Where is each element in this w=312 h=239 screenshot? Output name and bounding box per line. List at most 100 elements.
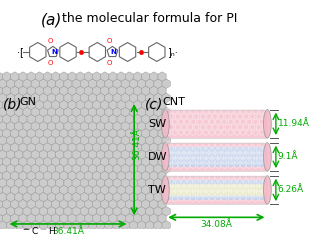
Polygon shape (51, 214, 60, 223)
Polygon shape (47, 107, 56, 117)
Polygon shape (15, 164, 23, 174)
Polygon shape (117, 199, 125, 209)
Polygon shape (27, 72, 35, 81)
Text: the molecular formula for PI: the molecular formula for PI (61, 12, 237, 25)
Polygon shape (15, 192, 23, 202)
Polygon shape (31, 136, 39, 145)
Polygon shape (97, 221, 105, 230)
Polygon shape (80, 136, 88, 145)
Polygon shape (97, 206, 105, 216)
Polygon shape (162, 79, 170, 88)
Polygon shape (142, 86, 150, 95)
Polygon shape (2, 171, 11, 180)
Polygon shape (0, 199, 2, 209)
Polygon shape (72, 107, 80, 117)
Polygon shape (51, 171, 60, 180)
Polygon shape (0, 93, 7, 103)
Text: 36.41Å: 36.41Å (133, 128, 141, 160)
Text: O: O (47, 38, 53, 44)
Polygon shape (35, 171, 43, 180)
Polygon shape (158, 185, 166, 195)
Polygon shape (15, 121, 23, 131)
Text: N: N (110, 49, 116, 55)
Polygon shape (60, 129, 68, 138)
Polygon shape (0, 192, 7, 202)
Polygon shape (11, 214, 19, 223)
Polygon shape (51, 129, 60, 138)
Polygon shape (129, 107, 138, 117)
Polygon shape (93, 100, 101, 110)
Polygon shape (134, 86, 142, 95)
Polygon shape (129, 121, 138, 131)
Polygon shape (125, 157, 134, 166)
Polygon shape (35, 185, 43, 195)
Polygon shape (162, 93, 170, 103)
Polygon shape (23, 178, 31, 188)
Polygon shape (51, 143, 60, 152)
Polygon shape (15, 107, 23, 117)
Polygon shape (31, 206, 39, 216)
Polygon shape (15, 93, 23, 103)
Polygon shape (19, 157, 27, 166)
Polygon shape (134, 114, 142, 124)
Polygon shape (43, 72, 51, 81)
Polygon shape (64, 164, 72, 174)
Polygon shape (19, 171, 27, 180)
Polygon shape (72, 178, 80, 188)
Polygon shape (19, 114, 27, 124)
Polygon shape (60, 86, 68, 95)
Polygon shape (27, 86, 35, 95)
Polygon shape (64, 178, 72, 188)
Polygon shape (0, 206, 7, 216)
Polygon shape (84, 72, 93, 81)
Polygon shape (19, 86, 27, 95)
Polygon shape (150, 199, 158, 209)
Polygon shape (31, 79, 39, 88)
Polygon shape (121, 107, 129, 117)
Polygon shape (76, 185, 84, 195)
Polygon shape (113, 178, 121, 188)
Polygon shape (64, 107, 72, 117)
Polygon shape (80, 150, 88, 159)
Polygon shape (113, 93, 121, 103)
Polygon shape (121, 221, 129, 230)
Polygon shape (146, 136, 154, 145)
Polygon shape (11, 143, 19, 152)
Polygon shape (146, 93, 154, 103)
Polygon shape (51, 157, 60, 166)
Polygon shape (43, 171, 51, 180)
Polygon shape (158, 100, 166, 110)
Polygon shape (31, 93, 39, 103)
Ellipse shape (263, 176, 271, 204)
Polygon shape (129, 164, 138, 174)
Polygon shape (93, 185, 101, 195)
Polygon shape (39, 192, 47, 202)
Polygon shape (80, 79, 88, 88)
Polygon shape (93, 86, 101, 95)
Polygon shape (15, 79, 23, 88)
Polygon shape (121, 150, 129, 159)
Text: CNT: CNT (163, 97, 185, 107)
Polygon shape (60, 114, 68, 124)
Polygon shape (60, 171, 68, 180)
Polygon shape (154, 178, 162, 188)
Polygon shape (154, 107, 162, 117)
Polygon shape (39, 107, 47, 117)
Polygon shape (125, 100, 134, 110)
Polygon shape (105, 79, 113, 88)
Polygon shape (47, 93, 56, 103)
Polygon shape (35, 214, 43, 223)
Polygon shape (64, 79, 72, 88)
Polygon shape (39, 164, 47, 174)
Polygon shape (134, 100, 142, 110)
Polygon shape (47, 178, 56, 188)
Polygon shape (162, 121, 170, 131)
Polygon shape (93, 114, 101, 124)
Polygon shape (31, 164, 39, 174)
Polygon shape (142, 199, 150, 209)
Polygon shape (84, 185, 93, 195)
Polygon shape (0, 164, 7, 174)
Polygon shape (146, 121, 154, 131)
Polygon shape (19, 214, 27, 223)
Polygon shape (117, 171, 125, 180)
